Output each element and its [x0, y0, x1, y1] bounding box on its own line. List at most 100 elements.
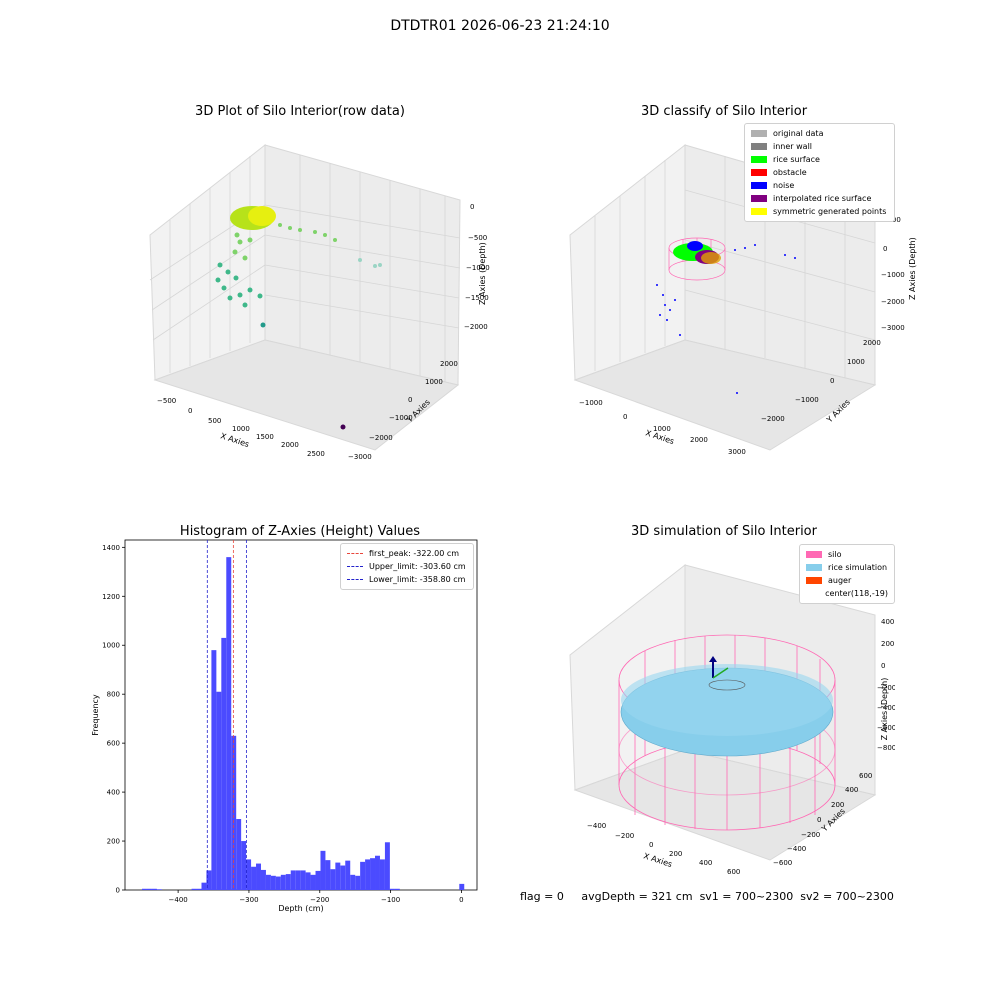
p2-y-tick: 1000: [847, 358, 865, 366]
p1-z-tick: −1000: [466, 264, 490, 272]
histogram-bar: [355, 875, 361, 890]
far-points: [358, 258, 382, 268]
y-tick-label: 0: [116, 887, 120, 895]
p2-x-tick: 1000: [653, 425, 671, 433]
legend-label: inner wall: [773, 142, 813, 151]
histogram-bar: [256, 863, 261, 890]
p1-x-tick: 1000: [232, 425, 250, 433]
p2-z-tick: 0: [883, 245, 887, 253]
raw-3d-plot: −500 0 500 1000 1500 2000 2500 −3000 −20…: [149, 143, 490, 461]
p1-y-tick: −2000: [369, 434, 393, 442]
histogram-bar: [315, 870, 321, 890]
histogram-bar: [191, 888, 197, 890]
legend-item: symmetric generated points: [751, 205, 888, 218]
histogram-bar: [295, 870, 301, 890]
p4-z-tick: 400: [881, 618, 894, 626]
histogram-bar: [196, 888, 202, 890]
histogram-bar: [280, 874, 286, 890]
histogram-chart: −400 −300 −200 −100 0 0 200 400 600 800 1000 1200 1…: [91, 539, 478, 913]
simulation-legend: silo rice simulation auger center(118,-1…: [799, 544, 895, 604]
rice-simulation-top: [621, 664, 833, 736]
p4-z-tick: 200: [881, 640, 894, 648]
legend-line: [347, 566, 363, 567]
p4-z-tick: −600: [877, 724, 895, 732]
histogram-bar: [156, 889, 162, 890]
dense-point-cluster-top: [248, 206, 276, 226]
legend-item: rice surface: [751, 153, 888, 166]
legend-item: center(118,-19): [806, 587, 888, 600]
hist-x-label: Depth (cm): [278, 904, 323, 913]
raw-data-points: [215, 206, 382, 430]
simulation-3d-plot: −400 −200 0 200 400 600 −600 −400 −200 0…: [569, 563, 895, 876]
histogram-bar: [206, 870, 212, 890]
histogram-bar: [285, 874, 291, 890]
legend-label: obstacle: [773, 168, 807, 177]
histogram-bar: [241, 841, 247, 890]
p4-y-tick: 400: [845, 786, 858, 794]
histogram-bar: [270, 875, 276, 890]
legend-item: Lower_limit: -358.80 cm: [347, 573, 467, 586]
sv2-value: sv2 = 700~2300: [800, 890, 894, 903]
legend-label: noise: [773, 181, 795, 190]
p4-y-tick: 0: [817, 816, 821, 824]
p2-y-tick: −1000: [795, 396, 819, 404]
auger-hole: [708, 679, 746, 691]
histogram-bar: [330, 869, 336, 890]
legend-swatch: [751, 208, 767, 215]
classify-legend: original data inner wall rice surface ob…: [744, 123, 895, 222]
p4-y-tick: −200: [801, 831, 820, 839]
p1-z-tick: −2000: [464, 323, 488, 331]
legend-label: Upper_limit: -303.60 cm: [369, 562, 466, 571]
y-tick-label: 1200: [102, 593, 120, 601]
histogram-bar: [211, 650, 217, 890]
p2-x-tick: 0: [623, 413, 627, 421]
hist-y-label: Frequency: [91, 694, 100, 736]
legend-label: first_peak: -322.00 cm: [369, 549, 460, 558]
p4-x-tick: 0: [649, 841, 653, 849]
y-tick-label: 400: [107, 789, 120, 797]
pane-floor: [153, 339, 460, 451]
p4-y-tick: −400: [787, 845, 806, 853]
y-tick-label: 1400: [102, 544, 120, 552]
histogram-bar: [260, 869, 266, 890]
legend-swatch: [751, 195, 767, 202]
legend-item: noise: [751, 179, 888, 192]
histogram-bar: [365, 859, 371, 890]
p2-y-tick: −2000: [761, 415, 785, 423]
outlier-point: [260, 322, 266, 328]
sparse-points: [232, 223, 337, 261]
p2-x-tick: 2000: [690, 436, 708, 444]
histogram-bar: [384, 842, 390, 890]
legend-swatch: [806, 551, 822, 558]
histogram-legend: first_peak: -322.00 cm Upper_limit: -303…: [340, 543, 474, 590]
y-axis-ticks: 0 200 400 600 800 1000 1200 1400: [102, 544, 125, 895]
histogram-bar: [345, 860, 351, 890]
grid-lines: [149, 155, 461, 382]
noise-points: [656, 244, 796, 394]
y-tick-label: 1000: [102, 642, 120, 650]
p2-y-tick: 0: [830, 377, 834, 385]
p2-ticks: −1000 0 1000 2000 3000 −2000 −1000 0 100…: [579, 216, 905, 456]
pane-floor: [573, 339, 877, 451]
legend-line: [347, 579, 363, 580]
p2-z-tick: −3000: [881, 324, 905, 332]
legend-item: obstacle: [751, 166, 888, 179]
histogram-bar: [320, 850, 326, 890]
p2-x-tick: 3000: [728, 448, 746, 456]
p4-z-tick: −400: [877, 704, 895, 712]
p1-x-tick: 2500: [307, 450, 325, 458]
p1-x-tick: −500: [157, 397, 176, 405]
legend-label: auger: [828, 576, 852, 585]
status-line: flag = 0 avgDepth = 321 cm sv1 = 700~230…: [520, 890, 894, 903]
p1-y-tick: −3000: [348, 453, 372, 461]
p4-z-tick: 0: [881, 662, 885, 670]
p1-z-tick: −1500: [465, 294, 489, 302]
p4-z-label: Z Axies (Depth): [880, 678, 889, 741]
histogram-bar: [251, 866, 257, 890]
p2-z-tick: −2000: [881, 298, 905, 306]
histogram-bar: [335, 862, 341, 890]
sv1-value: sv1 = 700~2300: [699, 890, 794, 903]
axis-indicator: [712, 667, 729, 679]
panel2-title: 3D classify of Silo Interior: [640, 104, 808, 119]
legend-label: Lower_limit: -358.80 cm: [369, 575, 466, 584]
